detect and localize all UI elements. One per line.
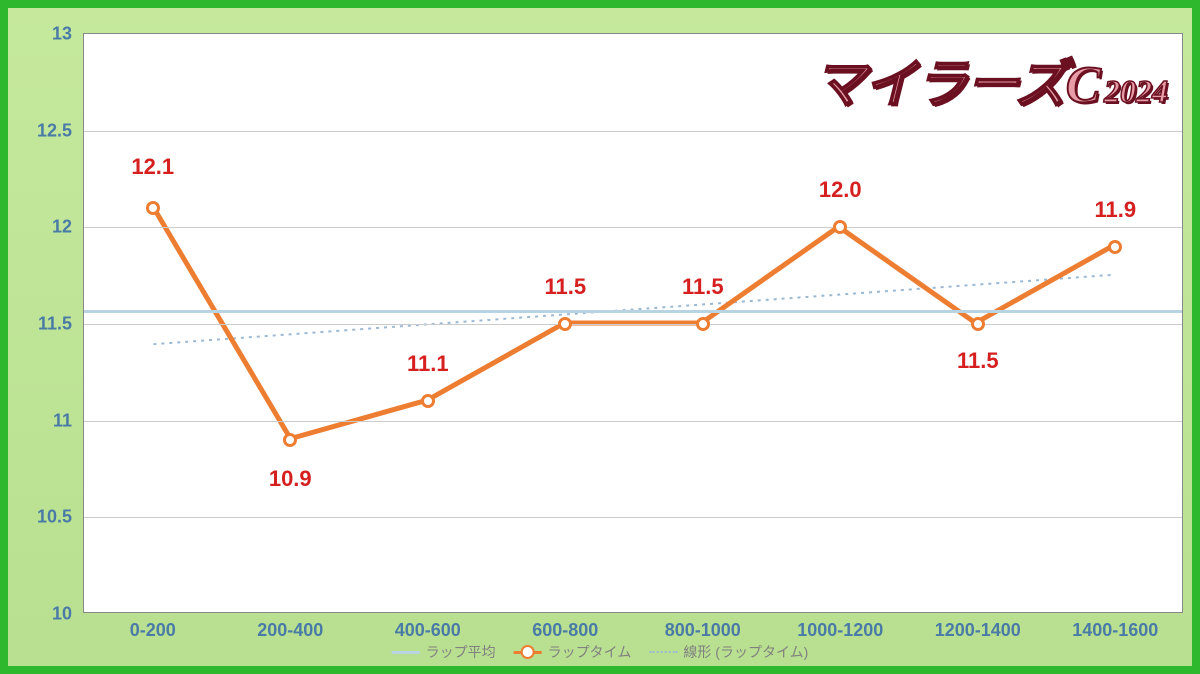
x-tick-label: 600-800 <box>532 612 598 641</box>
gridline <box>84 324 1182 325</box>
data-label: 11.5 <box>682 274 724 300</box>
data-marker <box>146 201 160 215</box>
chart-outer-frame: 10 10.5 11 11.5 12 12.5 13 0-200 200-400 400-600 6… <box>0 0 1200 674</box>
legend-swatch-avg <box>392 651 420 654</box>
data-marker <box>1108 240 1122 254</box>
gridline <box>84 131 1182 132</box>
x-tick-label: 400-600 <box>395 612 461 641</box>
data-marker <box>558 317 572 331</box>
legend-label-trend: 線形 (ラップタイム) <box>683 642 808 662</box>
legend-item-trend: 線形 (ラップタイム) <box>649 642 808 662</box>
legend-swatch-trend <box>649 651 677 653</box>
y-tick-label: 12 <box>52 217 84 238</box>
x-tick-label: 800-1000 <box>665 612 741 641</box>
chart-title: マイラーズC 2024 <box>813 42 1168 117</box>
data-marker <box>971 317 985 331</box>
x-tick-label: 1400-1600 <box>1072 612 1158 641</box>
title-main: マイラーズC <box>813 57 1099 114</box>
legend: ラップ平均 ラップタイム 線形 (ラップタイム) <box>392 642 809 662</box>
y-tick-label: 10.5 <box>37 507 84 528</box>
y-tick-label: 11 <box>53 410 84 431</box>
legend-label-avg: ラップ平均 <box>426 642 496 662</box>
x-tick-label: 0-200 <box>130 612 176 641</box>
gridline <box>84 421 1182 422</box>
y-tick-label: 13 <box>52 24 84 45</box>
y-tick-label: 12.5 <box>37 120 84 141</box>
lines-svg <box>84 34 1182 612</box>
gridline <box>84 517 1182 518</box>
data-label: 12.1 <box>131 154 174 180</box>
x-tick-label: 1200-1400 <box>935 612 1021 641</box>
lap-line <box>153 207 1112 438</box>
x-tick-label: 200-400 <box>257 612 323 641</box>
data-label: 11.1 <box>407 351 449 377</box>
legend-item-lap: ラップタイム <box>514 642 632 662</box>
plot-area: 1010.51111.51212.5130-200200-400400-6006… <box>83 33 1183 613</box>
data-marker <box>833 220 847 234</box>
legend-label-lap: ラップタイム <box>548 642 632 662</box>
gridline <box>84 227 1182 228</box>
data-marker <box>421 394 435 408</box>
legend-swatch-lap <box>514 651 542 654</box>
avg-line <box>84 310 1182 313</box>
title-year: 2024 <box>1104 73 1168 109</box>
x-tick-label: 1000-1200 <box>797 612 883 641</box>
data-label: 11.5 <box>544 274 586 300</box>
data-label: 11.5 <box>957 348 999 374</box>
data-marker <box>283 433 297 447</box>
data-label: 11.9 <box>1094 197 1136 223</box>
y-tick-label: 11.5 <box>38 314 84 335</box>
y-tick-label: 10 <box>52 604 84 625</box>
legend-item-avg: ラップ平均 <box>392 642 496 662</box>
data-label: 12.0 <box>819 177 862 203</box>
data-label: 10.9 <box>269 466 312 492</box>
data-marker <box>696 317 710 331</box>
